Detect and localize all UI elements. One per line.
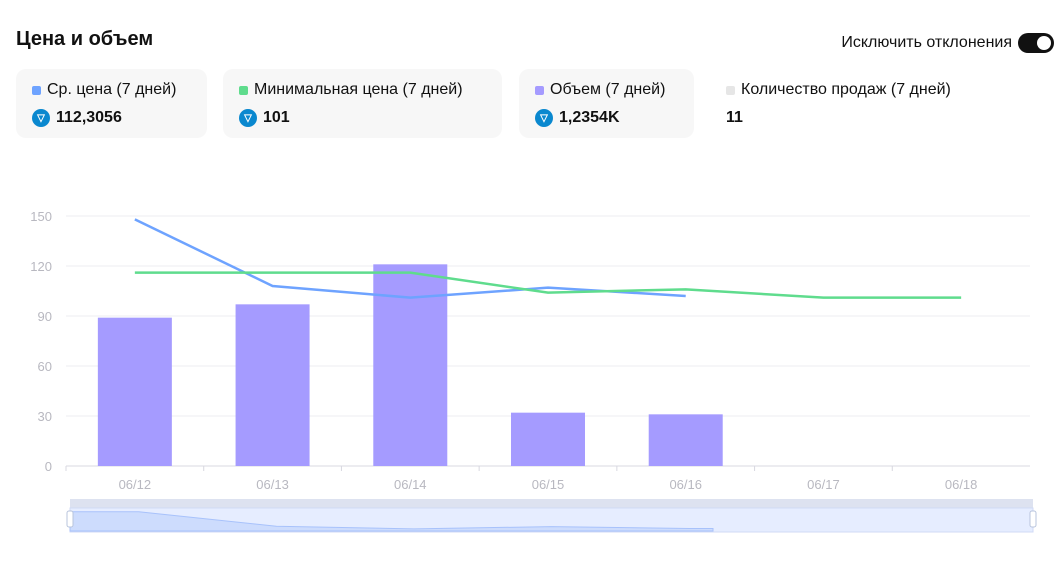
volume-bar	[235, 304, 310, 466]
x-tick-label: 06/12	[119, 477, 152, 492]
legend-swatch	[726, 85, 735, 95]
slider-left-handle[interactable]	[66, 510, 74, 528]
y-tick-label: 120	[30, 259, 52, 274]
stat-card: Количество продаж (7 дней) 11	[710, 69, 1010, 138]
stat-value: ▽ 112,3056	[32, 109, 191, 127]
stat-label: Количество продаж (7 дней)	[726, 81, 994, 99]
stat-value: ▽ 1,2354K	[535, 109, 678, 127]
volume-bar	[648, 414, 723, 466]
stat-value-text: 1,2354K	[559, 109, 620, 126]
ton-icon: ▽	[535, 109, 553, 127]
x-tick-label: 06/16	[669, 477, 702, 492]
stat-card: Ср. цена (7 дней) ▽ 112,3056	[16, 69, 207, 138]
slider-right-handle[interactable]	[1029, 510, 1037, 528]
y-tick-label: 150	[30, 209, 52, 224]
exclude-outliers-control[interactable]: Исключить отклонения	[841, 33, 1054, 53]
stat-label-text: Количество продаж (7 дней)	[741, 81, 951, 98]
ton-icon: ▽	[32, 109, 50, 127]
stat-label-text: Ср. цена (7 дней)	[47, 81, 177, 98]
y-tick-label: 0	[45, 459, 52, 474]
toggle-label: Исключить отклонения	[841, 34, 1012, 51]
x-tick-label: 06/17	[807, 477, 840, 492]
stat-value: 11	[726, 109, 994, 127]
stat-card: Минимальная цена (7 дней) ▽ 101	[223, 69, 502, 138]
stat-label: Объем (7 дней)	[535, 81, 678, 99]
x-tick-label: 06/13	[256, 477, 289, 492]
stat-label-text: Минимальная цена (7 дней)	[254, 81, 463, 98]
x-tick-label: 06/18	[945, 477, 978, 492]
series-line	[134, 271, 962, 299]
stat-value-text: 11	[726, 109, 743, 126]
y-tick-label: 30	[38, 409, 52, 424]
stat-card: Объем (7 дней) ▽ 1,2354K	[519, 69, 694, 138]
page-title: Цена и объем	[16, 28, 154, 50]
volume-bar	[97, 317, 172, 466]
slider-preview	[69, 511, 714, 532]
exclude-outliers-toggle[interactable]	[1018, 33, 1054, 53]
legend-swatch	[535, 85, 544, 95]
volume-bar	[511, 412, 585, 466]
stat-value-text: 112,3056	[56, 109, 122, 126]
stat-label-text: Объем (7 дней)	[550, 81, 666, 98]
x-tick-label: 06/15	[532, 477, 565, 492]
ton-icon: ▽	[239, 109, 257, 127]
y-tick-label: 90	[38, 309, 52, 324]
slider-handle-bar	[70, 499, 1033, 508]
legend-swatch	[239, 85, 248, 95]
x-tick-label: 06/14	[394, 477, 427, 492]
stat-value: ▽ 101	[239, 109, 486, 127]
stat-value-text: 101	[263, 109, 290, 126]
y-tick-label: 60	[38, 359, 52, 374]
legend-swatch	[32, 85, 41, 95]
stat-label: Ср. цена (7 дней)	[32, 81, 191, 99]
stat-label: Минимальная цена (7 дней)	[239, 81, 486, 99]
